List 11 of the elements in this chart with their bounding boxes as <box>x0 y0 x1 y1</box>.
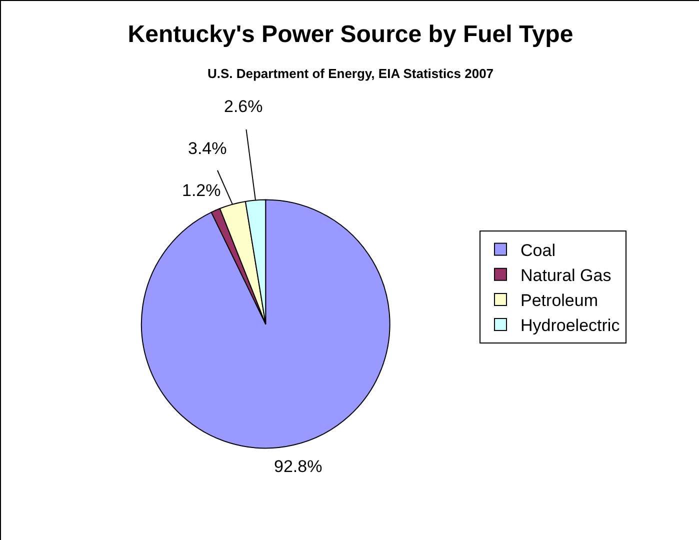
legend-label: Coal <box>520 240 556 260</box>
chart-subtitle: U.S. Department of Energy, EIA Statistics 2007 <box>207 66 494 81</box>
data-label: 2.6% <box>224 97 263 116</box>
legend-label: Hydroelectric <box>520 316 620 336</box>
legend-label: Natural Gas <box>520 266 612 285</box>
data-label: 1.2% <box>182 181 221 200</box>
data-label: 92.8% <box>274 457 322 476</box>
chart-title: Kentucky's Power Source by Fuel Type <box>128 21 574 48</box>
pie-slice <box>141 199 390 449</box>
legend-label: Petroleum <box>520 291 598 310</box>
data-label: 3.4% <box>188 139 227 158</box>
